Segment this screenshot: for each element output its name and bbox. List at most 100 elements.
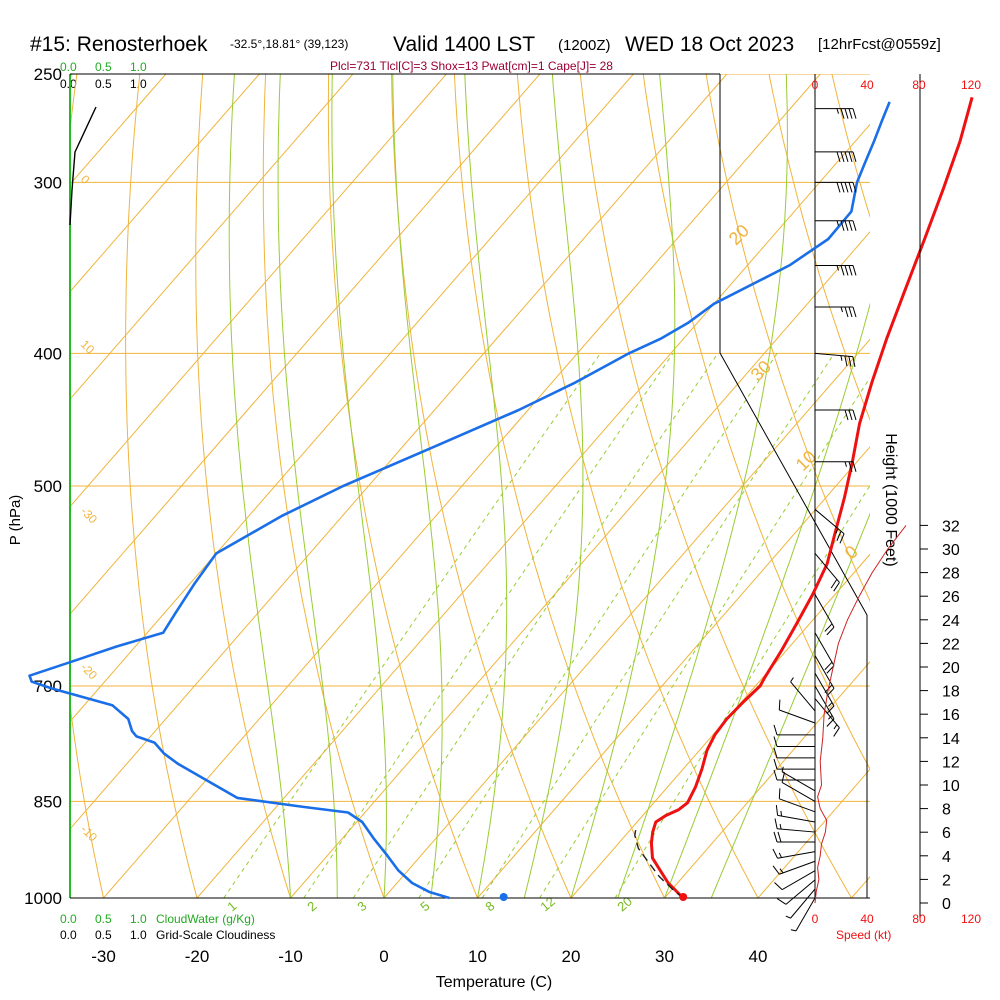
dry-adiabat--30: [70, 74, 105, 898]
wind-barb: [814, 508, 845, 544]
temperature-tick-10: 10: [468, 947, 487, 966]
height-tick-32: 32: [942, 518, 960, 535]
dry-adiabat-40: [516, 74, 759, 898]
isotherm-30: [664, 661, 870, 898]
isotherm--10: [290, 231, 870, 898]
dry-adiabat-60: [642, 74, 870, 771]
parcel-line: [634, 828, 684, 899]
mixing-ratio-2: [303, 353, 674, 898]
isotherm--70: [70, 74, 447, 508]
height-tick-14: 14: [942, 731, 960, 748]
height-tick-2: 2: [942, 872, 951, 889]
bottom-cloudiness-scale: 0.0 0.5 1.0 Grid-Scale Cloudiness: [60, 928, 275, 942]
cloudiness-bottom-tick: 0.5: [95, 928, 112, 942]
wind-barb: [772, 848, 816, 859]
isotherm--50: [70, 74, 634, 723]
wind-barb: [775, 804, 816, 823]
wind-barb: [815, 108, 857, 119]
temperature-tick--30: -30: [91, 947, 116, 966]
dry-adiabat-30: [453, 74, 666, 898]
pressure-tick-850: 850: [34, 792, 62, 811]
wind-barb: [774, 870, 816, 891]
height-tick-8: 8: [942, 802, 951, 819]
height-tick-10: 10: [942, 778, 960, 795]
speed-top-tick-80: 80: [912, 78, 926, 92]
height-tick-22: 22: [942, 636, 960, 653]
wind-barb: [815, 151, 857, 163]
bottom-cloudwater-scale: 0.0 0.5 1.0 CloudWater (g/Kg): [60, 912, 255, 926]
height-tick-20: 20: [942, 660, 960, 677]
wind-barb: [773, 724, 815, 736]
cloudiness-label: Grid-Scale Cloudiness: [156, 928, 275, 942]
sounding-params: Plcl=731 Tlcl[C]=3 Shox=13 Pwat[cm]=1 Ca…: [330, 59, 613, 73]
moist-adiabat-0: [331, 74, 387, 898]
wind-barb: [778, 699, 816, 724]
moist-adiabat--10: [228, 74, 291, 898]
top-cloudwater-scale: 0.0 0.5 1.0: [60, 60, 147, 74]
cloudwater-bottom-tick: 0.5: [95, 912, 112, 926]
wind-barb: [778, 788, 816, 813]
surface-dewpoint-marker: [499, 893, 508, 901]
moist-adiabat-30: [664, 302, 870, 898]
moist-adiabat-20: [570, 74, 676, 898]
pressure-tick-500: 500: [34, 477, 62, 496]
wind-barb: [773, 769, 815, 781]
wind-barb: [776, 879, 816, 905]
height-axis-label: Height (1000 Feet): [882, 433, 899, 566]
valid-time: Valid 1400 LST: [393, 33, 535, 56]
height-tick-0: 0: [942, 896, 951, 913]
temperature-line: [649, 96, 974, 900]
wind-barb: [815, 181, 857, 193]
cloudwater-label: CloudWater (g/Kg): [156, 912, 255, 926]
temperature-tick--20: -20: [185, 947, 210, 966]
wind-barb: [773, 747, 815, 759]
temperature-tick-40: 40: [749, 947, 768, 966]
speed-label: Speed (kt): [836, 928, 891, 942]
temperature-tick-20: 20: [562, 947, 581, 966]
mixing-ratio-3: [352, 353, 719, 898]
wind-barb: [815, 264, 857, 276]
height-tick-4: 4: [942, 849, 951, 866]
plot-frame: [69, 73, 870, 899]
isotherm--90: [70, 74, 260, 293]
dry-adiabat-20: [390, 74, 572, 898]
pressure-tick-250: 250: [34, 65, 62, 84]
wind-barb: [773, 736, 815, 747]
cloudwater-top-tick: 1.0: [130, 60, 147, 74]
speed-bottom-tick-40: 40: [860, 912, 874, 926]
pressure-tick-1000: 1000: [24, 889, 62, 908]
moist-adiabat-5: [392, 74, 443, 898]
cloudwater-top-tick: 0.0: [60, 60, 77, 74]
speed-top-tick-120: 120: [961, 78, 981, 92]
station-title: #15: Renosterhoek: [30, 33, 208, 56]
surface-temp-marker: [679, 893, 688, 901]
top-cloudiness-scale: 0.0 0.5 1.0: [60, 77, 147, 91]
mixing-ratio-8: [481, 353, 835, 898]
isotherm--20: [196, 123, 870, 898]
wind-barbs: [772, 108, 857, 932]
wind-barb: [790, 897, 816, 932]
wind-barb: [815, 409, 857, 421]
dry-adiabat--10: [195, 74, 292, 898]
wind-barb: [815, 306, 857, 318]
y-axis-label: P (hPa): [7, 495, 24, 546]
pressure-tick-400: 400: [34, 344, 62, 363]
isotherm--40: [70, 74, 728, 830]
cloudwater-top-tick: 0.5: [95, 60, 112, 74]
pressure-tick-300: 300: [34, 173, 62, 192]
zulu-time: (1200Z): [558, 37, 611, 54]
speed-bottom-tick-80: 80: [912, 912, 926, 926]
height-tick-12: 12: [942, 754, 960, 771]
wind-speed-profile: [814, 525, 907, 904]
wind-barb: [814, 685, 835, 727]
moist-adiabat-35: [710, 512, 870, 898]
moist-adiabat-25: [617, 74, 788, 898]
moist-adiabat-10: [464, 74, 508, 898]
height-tick-6: 6: [942, 825, 951, 842]
wind-barb: [790, 677, 816, 712]
wind-barb: [815, 461, 857, 472]
wind-barb: [815, 220, 857, 231]
cloudiness-top-tick: 0.5: [95, 77, 112, 91]
speed-bottom-tick-120: 120: [961, 912, 981, 926]
